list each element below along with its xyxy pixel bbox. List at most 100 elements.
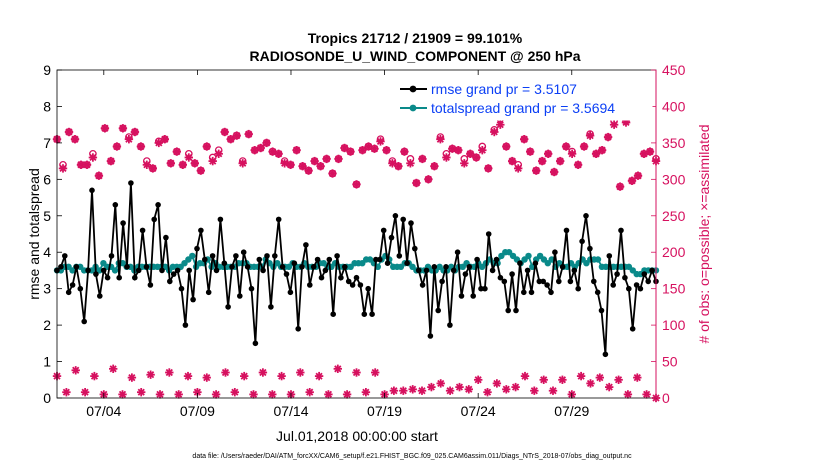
obs-star-stroke: [298, 162, 307, 170]
obs-star-stroke: [352, 368, 361, 377]
obs-assimilated-marker: [370, 144, 379, 153]
rmse-point: [521, 289, 527, 296]
rmse-point: [505, 307, 512, 314]
obs-assimilated-marker: [376, 137, 385, 146]
rmse-point: [73, 264, 80, 270]
rmse-point: [209, 253, 216, 259]
obs-low-marker: [520, 371, 530, 381]
rmse-point: [93, 271, 99, 277]
obs-low-marker: [399, 386, 408, 395]
rmse-point: [415, 267, 422, 274]
obs-assimilated-marker: [585, 131, 595, 140]
obs-low-marker: [633, 373, 642, 382]
rmse-point: [307, 282, 313, 288]
obs-assimilated-marker: [328, 169, 337, 178]
obs-star-stroke: [370, 145, 379, 153]
rmse-point: [567, 278, 574, 285]
obs-star-stroke: [511, 383, 520, 391]
obs-star-stroke: [197, 166, 205, 175]
obs-assimilated-marker: [442, 153, 451, 162]
rmse-point: [447, 322, 453, 328]
obs-star-stroke: [472, 153, 480, 162]
obs-assimilated-marker: [94, 171, 104, 180]
obs-star-stroke: [616, 183, 624, 191]
obs-assimilated-marker: [400, 147, 409, 156]
obs-star-stroke: [376, 137, 385, 146]
rmse-point: [198, 227, 204, 234]
obs-assimilated-marker: [238, 159, 247, 168]
rmse-point: [221, 260, 228, 267]
obs-star-stroke: [544, 150, 552, 158]
obs-low-marker: [268, 390, 277, 399]
rmse-point: [532, 260, 539, 267]
rmse-point: [97, 293, 103, 299]
obs-low-marker: [548, 386, 558, 395]
obs-assimilated-marker: [526, 147, 535, 156]
rmse-point: [443, 264, 449, 270]
rmse-point: [81, 318, 87, 325]
obs-assimilated-marker: [436, 135, 445, 144]
obs-assimilated-marker: [178, 160, 187, 169]
obs-assimilated-marker: [88, 153, 98, 162]
totalspread-point: [525, 252, 532, 260]
right-tick-label: 100: [662, 317, 686, 333]
obs-star-stroke: [558, 376, 567, 384]
rmse-point: [58, 264, 64, 270]
rmse-point: [435, 307, 442, 314]
obs-star-stroke: [322, 155, 331, 163]
obs-star-stroke: [465, 385, 473, 393]
obs-star-stroke: [334, 365, 342, 373]
obs-assimilated-marker: [627, 176, 637, 185]
rmse-point: [622, 274, 628, 281]
obs-star-stroke: [90, 372, 99, 380]
obs-low-marker: [408, 385, 417, 394]
obs-star-stroke: [455, 383, 464, 391]
obs-star-stroke: [371, 368, 379, 377]
rmse-point: [338, 274, 344, 281]
right-axis-label: # of obs: o=possible; ×=assimilated: [696, 124, 712, 343]
obs-assimilated-marker: [226, 135, 235, 144]
obs-assimilated-marker: [573, 160, 583, 169]
obs-star-stroke: [263, 139, 271, 147]
obs-assimilated-marker: [214, 149, 223, 158]
x-axis-label: Jul.01,2018 00:00:00 start: [276, 428, 438, 444]
obs-low-marker: [221, 368, 230, 377]
obs-star-stroke: [427, 383, 435, 391]
obs-star-stroke: [175, 390, 183, 398]
obs-low-marker: [614, 375, 623, 384]
obs-assimilated-marker: [645, 147, 655, 156]
obs-low-marker: [417, 386, 427, 395]
obs-star-stroke: [343, 390, 351, 398]
obs-assimilated-marker: [609, 120, 619, 129]
rmse-point: [330, 311, 337, 318]
rmse-point: [427, 333, 434, 339]
rmse-point: [384, 260, 391, 267]
rmse-point: [345, 278, 352, 285]
rmse-point: [264, 253, 270, 259]
obs-low-marker: [305, 388, 314, 397]
rmse-point: [318, 274, 325, 281]
rmse-point: [65, 289, 72, 296]
rmse-point: [423, 267, 430, 274]
obs-star-stroke: [502, 385, 510, 393]
obs-assimilated-marker: [70, 135, 80, 144]
obs-star-stroke: [574, 161, 582, 169]
rmse-point: [190, 296, 196, 303]
obs-assimilated-marker: [190, 159, 199, 168]
obs-assimilated-marker: [118, 124, 128, 133]
chart-title: Tropics 21712 / 21909 = 99.101%: [308, 30, 523, 46]
rmse-point: [606, 253, 613, 259]
axes: 0 1 2 3 4 5 6 7 8 9 0 50 100 150 200 250 300 350 400 450 07/…: [43, 62, 685, 419]
obs-star-stroke: [233, 131, 241, 140]
rmse-point: [326, 256, 333, 263]
obs-star-stroke: [520, 135, 528, 143]
obs-star-stroke: [161, 135, 169, 143]
rmse-point: [509, 271, 515, 277]
obs-low-marker: [296, 368, 305, 377]
obs-assimilated-marker: [550, 167, 559, 177]
obs-low-marker: [314, 371, 324, 381]
obs-low-marker: [558, 375, 567, 384]
rmse-point: [202, 256, 208, 263]
obs-assimilated-marker: [597, 146, 607, 155]
obs-star-stroke: [418, 387, 426, 395]
